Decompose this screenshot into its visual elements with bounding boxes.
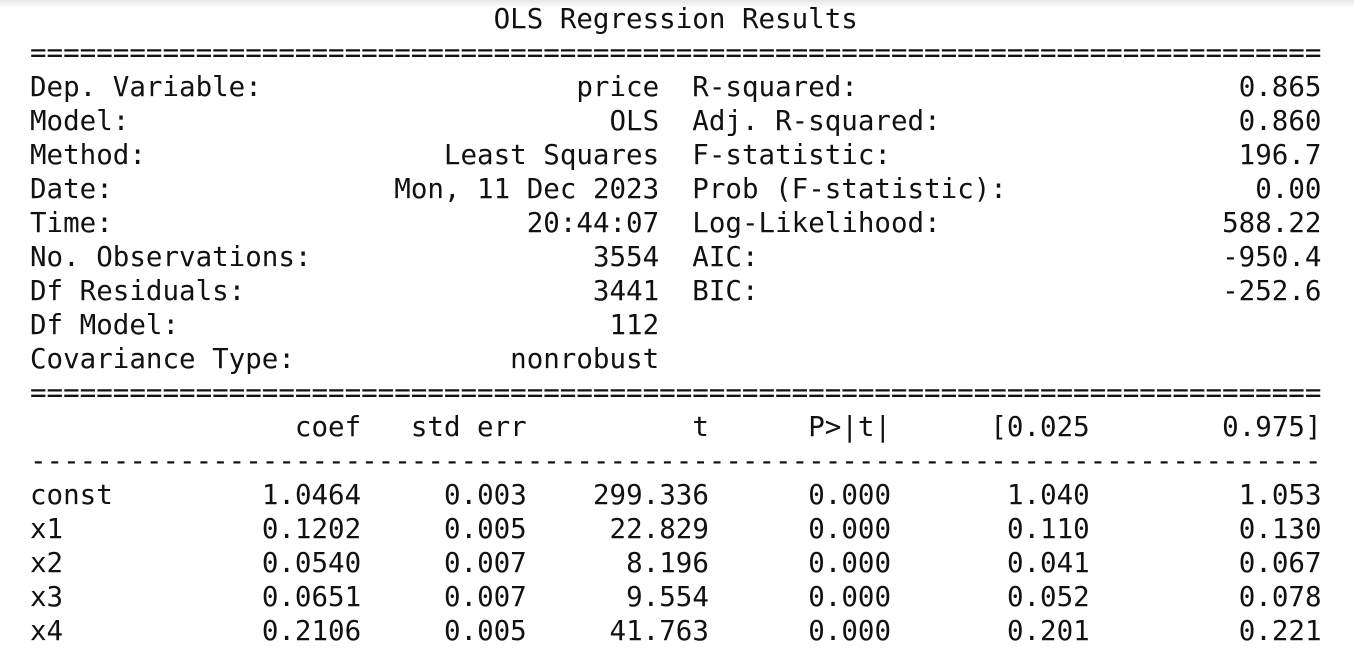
regression-report: OLS Regression Results =================… xyxy=(30,2,1322,648)
summary-right-value: -252.6 xyxy=(1222,275,1322,307)
coef-table-cell: 0.007 xyxy=(443,581,527,613)
summary-left-label: Time: xyxy=(30,207,113,239)
summary-left-value: 3554 xyxy=(592,241,660,273)
coef-table-cell: 0.110 xyxy=(1006,513,1090,545)
top-shadow xyxy=(0,0,1354,8)
summary-right-label: Adj. R-squared: xyxy=(692,105,941,137)
coef-table-cell: 0.067 xyxy=(1238,547,1322,579)
coef-table-cell: 0.000 xyxy=(808,615,892,647)
summary-left-value: 20:44:07 xyxy=(526,207,660,239)
coef-table-cell: 22.829 xyxy=(609,513,709,545)
coef-table-cell: 0.1202 xyxy=(261,513,362,545)
summary-left-label: No. Observations: xyxy=(30,241,312,273)
summary-right-value: 0.865 xyxy=(1238,71,1322,103)
summary-left-label: Model: xyxy=(30,105,130,137)
coef-table-header: 0.975] xyxy=(1222,411,1322,443)
summary-right-value: 0.00 xyxy=(1255,173,1322,205)
coef-table-cell: 0.000 xyxy=(808,479,892,511)
coef-table-cell: 0.003 xyxy=(443,479,527,511)
report-title: OLS Regression Results xyxy=(493,3,858,35)
coef-table-header: std err xyxy=(410,411,527,443)
summary-right-value: 588.22 xyxy=(1222,207,1322,239)
coef-table-cell: 0.041 xyxy=(1006,547,1090,579)
coef-table-cell: 0.0540 xyxy=(261,547,362,579)
coef-row-name: const xyxy=(30,479,113,511)
coef-table-header: [0.025 xyxy=(990,411,1090,443)
summary-right-label: Prob (F-statistic): xyxy=(692,173,1007,205)
coef-table-cell: 299.336 xyxy=(593,479,709,511)
coef-table-cell: 0.007 xyxy=(443,547,527,579)
coef-table-cell: 1.040 xyxy=(1006,479,1090,511)
double-rule: ========================================… xyxy=(30,37,1322,69)
double-rule: ========================================… xyxy=(30,377,1322,409)
summary-left-label: Df Residuals: xyxy=(30,275,246,307)
coef-table-cell: 0.0651 xyxy=(261,581,362,613)
summary-left-value: Mon, 11 Dec 2023 xyxy=(394,173,660,205)
coef-table-cell: 9.554 xyxy=(626,581,709,613)
summary-left-label: Covariance Type: xyxy=(30,343,295,375)
coef-table-cell: 0.130 xyxy=(1238,513,1322,545)
coef-table-header: coef xyxy=(294,411,362,443)
coef-row-name: x2 xyxy=(30,547,64,579)
coef-table-cell: 0.052 xyxy=(1006,581,1090,613)
summary-right-value: 0.860 xyxy=(1238,105,1322,137)
summary-right-label: F-statistic: xyxy=(692,139,891,171)
coef-table-header: t xyxy=(692,411,709,443)
coef-row-name: x3 xyxy=(30,581,64,613)
coef-table-cell: 0.000 xyxy=(808,581,892,613)
coef-row-name: x4 xyxy=(30,615,64,647)
summary-right-label: Log-Likelihood: xyxy=(692,207,941,239)
summary-right-value: -950.4 xyxy=(1222,241,1322,273)
summary-left-label: Method: xyxy=(30,139,146,171)
coef-table-cell: 0.005 xyxy=(443,615,527,647)
coef-table-cell: 0.005 xyxy=(443,513,527,545)
summary-right-label: BIC: xyxy=(692,275,759,307)
coef-table-cell: 1.053 xyxy=(1238,479,1322,511)
single-rule: ----------------------------------------… xyxy=(30,445,1322,477)
coef-table-cell: 0.078 xyxy=(1238,581,1322,613)
coef-table-cell: 0.201 xyxy=(1006,615,1090,647)
summary-left-value: Least Squares xyxy=(443,139,660,171)
summary-left-value: nonrobust xyxy=(510,343,660,375)
summary-left-value: OLS xyxy=(609,105,660,137)
summary-left-value: 112 xyxy=(609,309,660,341)
coef-table-cell: 41.763 xyxy=(609,615,709,647)
coef-table-cell: 0.000 xyxy=(808,513,892,545)
summary-left-value: price xyxy=(576,71,660,103)
summary-right-value: 196.7 xyxy=(1238,139,1322,171)
coef-table-cell: 0.221 xyxy=(1238,615,1322,647)
coef-table-cell: 8.196 xyxy=(626,547,709,579)
summary-left-label: Dep. Variable: xyxy=(30,71,262,103)
coef-table-cell: 1.0464 xyxy=(261,479,362,511)
summary-left-label: Date: xyxy=(30,173,113,205)
summary-right-label: AIC: xyxy=(692,241,759,273)
summary-left-label: Df Model: xyxy=(30,309,180,341)
coef-table-header: P>|t| xyxy=(808,411,892,443)
coef-table-cell: 0.2106 xyxy=(261,615,362,647)
summary-right-label: R-squared: xyxy=(692,71,858,103)
summary-left-value: 3441 xyxy=(592,275,660,307)
coef-table-cell: 0.000 xyxy=(808,547,892,579)
coef-row-name: x1 xyxy=(30,513,64,545)
